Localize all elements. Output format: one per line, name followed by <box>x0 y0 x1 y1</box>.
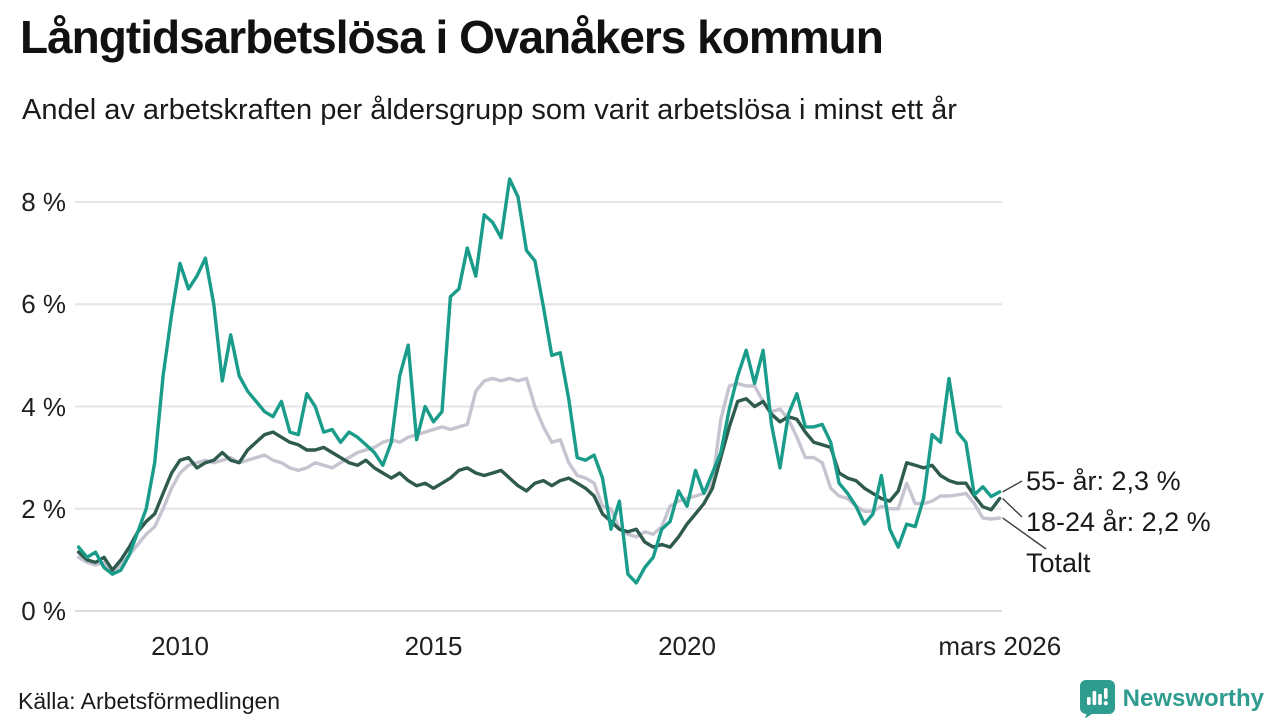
series-end-annotation: Totalt <box>1026 548 1091 578</box>
series-line-18-24-r <box>76 397 1002 572</box>
leader-line <box>1002 517 1047 550</box>
series-end-annotation: 55- år: 2,3 % <box>1026 466 1181 496</box>
series-line-totalt <box>76 376 1002 575</box>
newsworthy-logo: Newsworthy <box>1079 680 1264 718</box>
x-axis-tick-label: 2020 <box>658 631 716 661</box>
leader-line <box>1002 480 1023 493</box>
y-axis-tick-label: 8 % <box>21 187 66 217</box>
series-end-annotation: 18-24 år: 2,2 % <box>1026 507 1211 537</box>
y-axis-tick-label: 2 % <box>21 493 66 524</box>
x-axis-tick-label: 2015 <box>404 631 463 661</box>
source-note: Källa: Arbetsförmedlingen <box>18 688 281 714</box>
leader-line <box>1002 498 1023 518</box>
x-axis-tick-label: 2010 <box>151 631 209 661</box>
y-axis-tick-label: 6 % <box>21 289 66 320</box>
x-axis-tick-label: mars 2026 <box>938 631 1062 661</box>
newsworthy-logo-icon <box>1079 680 1115 718</box>
newsworthy-wordmark: Newsworthy <box>1122 685 1264 712</box>
series-line-55-r <box>76 177 1002 585</box>
y-axis-tick-label: 4 % <box>21 391 66 422</box>
page-title: Långtidsarbetslösa i Ovanåkers kommun <box>20 11 884 63</box>
page-subtitle: Andel av arbetskraften per åldersgrupp s… <box>22 94 957 126</box>
y-axis-tick-label: 0 % <box>21 596 66 626</box>
